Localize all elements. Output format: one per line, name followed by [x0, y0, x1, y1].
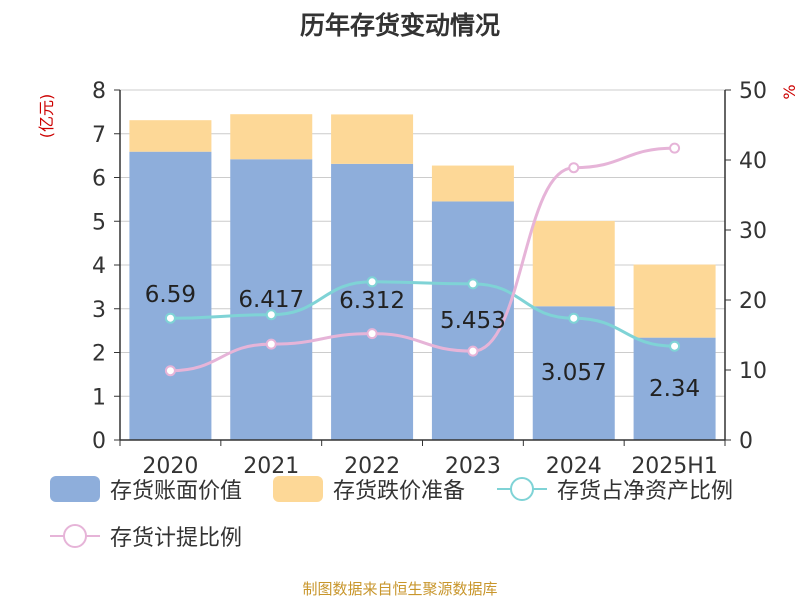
grid-lines [120, 89, 725, 397]
bar-impairment [431, 165, 514, 202]
y-right-tick-label: 10 [739, 359, 767, 384]
y-left-tick-label: 3 [92, 298, 106, 323]
point-net-asset-ratio [265, 309, 277, 321]
legend-label-net-asset-ratio: 存货占净资产比例 [557, 479, 734, 504]
legend-swatch-net-asset-ratio [497, 477, 547, 501]
point-net-asset-ratio [164, 312, 176, 324]
legend-swatch-provision-ratio [50, 524, 100, 548]
legend-item-impairment[interactable]: 存货跌价准备 [273, 472, 465, 506]
y-right-unit-label: % [780, 84, 799, 99]
bar-book-value [331, 163, 414, 440]
line-series [164, 142, 681, 377]
data-label-book-value: 6.312 [339, 288, 405, 314]
bar-book-value [129, 151, 212, 440]
x-tick-label: 2023 [445, 454, 501, 479]
point-provision-ratio [467, 345, 479, 357]
legend-swatch-book-value [50, 476, 100, 502]
line-net-asset-ratio [170, 280, 675, 348]
bar-book-value [633, 337, 716, 440]
source-footer: 制图数据来自恒生聚源数据库 [302, 580, 498, 598]
bar-impairment [129, 120, 212, 152]
legend-label-provision-ratio: 存货计提比例 [110, 526, 243, 551]
x-tick-label: 2022 [344, 454, 400, 479]
data-label-book-value: 3.057 [541, 360, 607, 386]
y-right-tick-label: 30 [739, 219, 767, 244]
x-tick-label: 2025H1 [631, 454, 718, 479]
bar-impairment [331, 114, 414, 164]
y-right-tick-label: 40 [739, 149, 767, 174]
data-label-book-value: 6.417 [238, 287, 304, 313]
y-left-tick-label: 4 [92, 254, 106, 279]
data-label-book-value: 2.34 [649, 376, 700, 402]
point-net-asset-ratio [467, 278, 479, 290]
axes: 0 1 2 3 4 5 6 7 8 0 10 20 30 40 50 (亿元)% 2020 2021 2022 202… [37, 79, 799, 479]
bar-book-value [532, 306, 615, 440]
y-right-tick-label: 50 [739, 79, 767, 104]
bar-impairment [633, 264, 716, 338]
bar-book-value [431, 201, 514, 440]
bar-series [129, 114, 716, 440]
legend-item-book-value[interactable]: 存货账面价值 [50, 472, 242, 506]
point-provision-ratio [265, 338, 277, 350]
y-left-tick-label: 6 [92, 167, 106, 192]
y-left-tick-label: 2 [92, 342, 106, 367]
y-left-tick-label: 0 [92, 429, 106, 454]
y-left-tick-label: 5 [92, 210, 106, 235]
y-left-tick-label: 7 [92, 123, 106, 148]
legend-item-provision-ratio[interactable]: 存货计提比例 [50, 519, 242, 553]
point-net-asset-ratio [568, 312, 580, 324]
chart-title: 历年存货变动情况 [299, 11, 500, 40]
legend-label-book-value: 存货账面价值 [110, 479, 243, 504]
y-left-tick-label: 8 [92, 79, 106, 104]
bar-book-value [230, 159, 313, 440]
point-provision-ratio [568, 162, 580, 174]
x-tick-label: 2020 [142, 454, 198, 479]
bar-impairment [532, 220, 615, 307]
y-right-tick-label: 20 [739, 289, 767, 314]
y-left-tick-label: 1 [92, 385, 106, 410]
legend-swatch-impairment [273, 476, 323, 502]
point-provision-ratio [366, 328, 378, 340]
legend-item-net-asset-ratio[interactable]: 存货占净资产比例 [497, 472, 733, 506]
data-labels: 6.59 6.417 6.312 5.453 3.057 2.34 [145, 282, 700, 402]
bar-impairment [230, 114, 313, 160]
y-right-tick-label: 0 [739, 429, 753, 454]
point-net-asset-ratio [669, 340, 681, 352]
point-provision-ratio [164, 365, 176, 377]
x-tick-label: 2021 [243, 454, 299, 479]
legend-label-impairment: 存货跌价准备 [333, 479, 466, 504]
point-provision-ratio [669, 142, 681, 154]
y-left-unit-label: (亿元) [37, 94, 56, 139]
x-tick-label: 2024 [546, 454, 602, 479]
data-label-book-value: 6.59 [145, 282, 196, 308]
data-label-book-value: 5.453 [440, 308, 506, 334]
point-net-asset-ratio [366, 276, 378, 288]
